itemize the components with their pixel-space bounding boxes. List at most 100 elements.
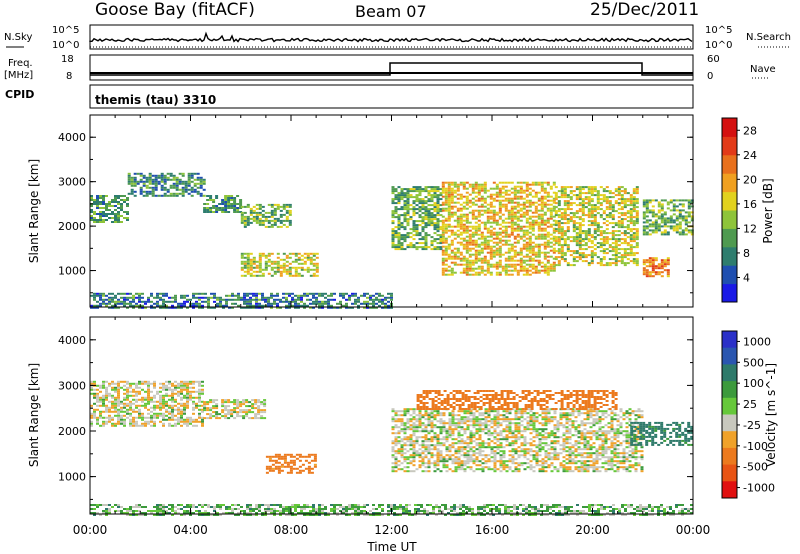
power-echo-region xyxy=(642,199,694,236)
velocity-colorbar-tick: 100 xyxy=(743,377,764,390)
nave-trace xyxy=(90,62,693,76)
noise-right-tick-top: 10^5 xyxy=(705,25,732,36)
power-colorbar-tick: 4 xyxy=(743,271,750,284)
velocity-colorbar-tick: -25 xyxy=(743,419,761,432)
velocity-colorbar-tick: 1000 xyxy=(743,335,771,348)
velocity-colorbar-swatch xyxy=(722,331,737,349)
velocity-colorbar-swatch xyxy=(722,447,737,466)
power-echo-region xyxy=(240,203,292,228)
noise-right-label: N.Search xyxy=(746,32,791,43)
cpid-panel-frame xyxy=(89,84,694,109)
x-tick-label: 16:00 xyxy=(475,523,510,537)
x-axis-label: Time UT xyxy=(366,540,417,554)
velocity-ytick-label: 4000 xyxy=(58,334,86,347)
power-echo-region xyxy=(90,195,129,223)
x-tick-label: 04:00 xyxy=(173,523,208,537)
power-colorbar-swatch xyxy=(722,228,737,248)
freq-left-label-1: Freq. xyxy=(8,58,33,69)
velocity-echo-region xyxy=(630,421,694,446)
date-title: 25/Dec/2011 xyxy=(590,0,699,20)
velocity-y-axis: 1000 2000 3000 4000 xyxy=(58,317,694,514)
power-colorbar-tick: 20 xyxy=(743,173,757,186)
x-tick-label: 00:00 xyxy=(73,523,108,537)
power-echo-layer xyxy=(90,172,694,309)
velocity-echo-region xyxy=(265,453,317,474)
freq-left-label-2: [MHz] xyxy=(4,70,33,81)
velocity-colorbar-swatch xyxy=(722,481,737,499)
velocity-echo-region xyxy=(391,408,644,473)
time-axis: 00:00 04:00 08:00 12:00 16:00 20:00 00:00 xyxy=(73,523,711,537)
velocity-ytick-label: 3000 xyxy=(58,379,86,392)
power-echo-region xyxy=(90,292,393,309)
velocity-echo-region xyxy=(90,380,204,427)
beam-title: Beam 07 xyxy=(355,2,427,21)
power-echo-region xyxy=(554,186,639,267)
velocity-colorbar-tick: -500 xyxy=(743,461,768,474)
power-colorbar: 4 8 12 16 20 24 28 xyxy=(721,117,757,303)
cpid-program: themis (tau) 3310 xyxy=(95,93,216,107)
power-colorbar-tick: 8 xyxy=(743,247,750,260)
power-colorbar-swatch xyxy=(722,154,737,174)
power-y-axis: 1000 2000 3000 4000 xyxy=(58,115,694,307)
noise-left-tick-top: 10^5 xyxy=(52,25,79,36)
velocity-echo-region xyxy=(203,399,267,420)
power-ytick-label: 4000 xyxy=(58,131,86,144)
power-ytick-label: 1000 xyxy=(58,265,86,278)
freq-right-label: Nave xyxy=(750,64,776,75)
power-echo-region xyxy=(642,257,670,278)
velocity-colorbar: 1000 500 100 25 -25 -100 -500 -1000 xyxy=(721,330,775,499)
velocity-ylabel: Slant Range [km] xyxy=(27,363,41,467)
power-ytick-label: 3000 xyxy=(58,176,86,189)
x-tick-label: 08:00 xyxy=(274,523,309,537)
velocity-colorbar-swatch xyxy=(722,464,737,482)
velocity-colorbar-tick: 500 xyxy=(743,356,764,369)
x-tick-label: 12:00 xyxy=(374,523,409,537)
power-colorbar-tick: 24 xyxy=(743,149,757,162)
power-echo-region xyxy=(391,186,443,251)
velocity-colorbar-swatch xyxy=(722,397,737,415)
velocity-echo-layer xyxy=(90,380,694,516)
velocity-ytick-label: 1000 xyxy=(58,471,86,484)
noise-left-tick-bottom: 10^0 xyxy=(52,40,79,51)
power-echo-region xyxy=(203,195,243,213)
freq-left-tick-bottom: 8 xyxy=(66,71,72,82)
freq-left-tick-top: 18 xyxy=(61,54,74,65)
power-ytick-label: 2000 xyxy=(58,220,86,233)
velocity-colorbar-swatch xyxy=(722,431,737,449)
velocity-echo-region xyxy=(416,390,618,410)
power-colorbar-tick: 28 xyxy=(743,124,757,137)
noise-sky-trace xyxy=(89,31,693,43)
power-echo-region xyxy=(240,252,319,277)
power-colorbar-swatch xyxy=(722,246,737,266)
noise-left-label: N.Sky xyxy=(4,32,32,43)
power-colorbar-tick: 12 xyxy=(743,222,757,235)
power-colorbar-swatch xyxy=(722,210,737,229)
velocity-colorbar-swatch xyxy=(722,414,737,432)
cpid-label: CPID xyxy=(5,88,34,101)
velocity-ytick-label: 2000 xyxy=(58,425,86,438)
velocity-colorbar-tick: -100 xyxy=(743,440,768,453)
velocity-colorbar-tick: 25 xyxy=(743,398,757,411)
power-echo-region xyxy=(127,172,206,197)
velocity-colorbar-label: Velocity [m s^-1] xyxy=(764,363,778,467)
x-tick-label: 00:00 xyxy=(676,523,711,537)
power-colorbar-swatch xyxy=(722,283,737,303)
velocity-colorbar-swatch xyxy=(722,381,737,399)
x-tick-label: 20:00 xyxy=(575,523,610,537)
station-title: Goose Bay (fitACF) xyxy=(95,0,255,20)
freq-panel-frame xyxy=(89,54,694,81)
velocity-colorbar-swatch xyxy=(722,364,737,382)
velocity-colorbar-tick: -1000 xyxy=(743,482,775,495)
noise-panel-frame xyxy=(89,24,694,50)
power-colorbar-label: Power [dB] xyxy=(761,178,775,243)
power-colorbar-tick: 16 xyxy=(743,198,757,211)
power-colorbar-swatch xyxy=(722,265,737,285)
velocity-echo-region xyxy=(90,504,693,516)
velocity-colorbar-swatch xyxy=(722,347,737,365)
freq-right-tick-bottom: 0 xyxy=(707,71,713,82)
power-colorbar-swatch xyxy=(722,173,737,193)
power-colorbar-swatch xyxy=(722,118,737,137)
power-colorbar-swatch xyxy=(722,191,737,211)
power-echo-region xyxy=(441,181,556,276)
